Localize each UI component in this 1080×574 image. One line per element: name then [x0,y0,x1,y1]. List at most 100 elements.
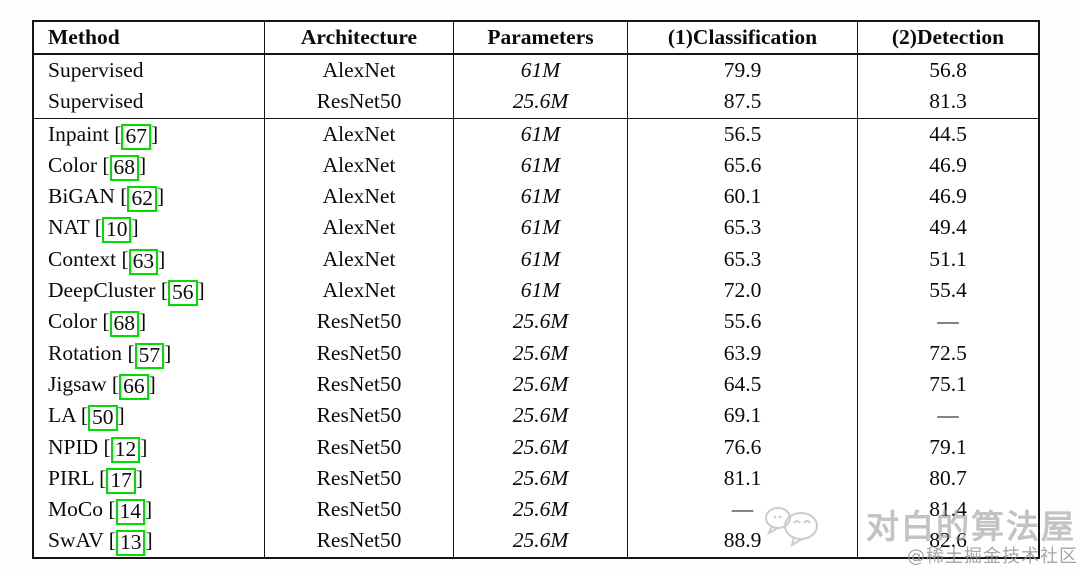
detection-cell: 75.1 [929,371,967,396]
parameters-cell: 25.6M [454,306,628,338]
table-row: SwAV [13] ResNet50 25.6M 88.9 82.6 [34,525,1038,557]
citation-bracket-close: ] [139,152,147,177]
table-row: Color [68] ResNet50 25.6M 55.6— [34,306,1038,338]
parameters-value: 25.6 [512,434,551,459]
parameters-cell: 61M [454,181,628,213]
citation-bracket-open: [ [108,497,116,522]
citation-link[interactable]: 17 [106,467,136,494]
detection-cell: 56.8 [929,58,967,82]
architecture-cell: ResNet50 [265,86,454,118]
parameters-unit: M [550,465,569,490]
method-cell: NAT [10] [34,212,265,244]
method-cell: Jigsaw [66] [34,368,265,401]
parameters-cell: 25.6M [454,525,628,557]
citation-link[interactable]: 10 [101,217,132,244]
citation-bracket-open: [ [127,340,135,365]
architecture-cell: ResNet50 [265,431,454,463]
citation-bracket-open: [ [103,434,111,459]
citation-link[interactable]: 62 [127,186,157,213]
detection-cell: 46.9 [929,184,967,209]
parameters-unit: M [542,215,561,240]
architecture-cell: ResNet50 [265,462,454,495]
method-cell: Supervised [34,55,265,87]
citation-bracket-open: [ [111,371,120,396]
citation-bracket-close: ] [145,528,153,553]
table-row: NPID [12] ResNet50 25.6M 76.6 79.1 [34,431,1038,463]
citation-bracket-open: [ [160,278,169,303]
column-header-method: Method [34,22,265,53]
citation-bracket-close: ] [164,340,172,365]
parameters-cell: 61M [454,275,628,307]
parameters-unit: M [550,497,569,522]
classification-cell: 65.6 [628,149,858,182]
citation-bracket-close: ] [156,184,165,209]
parameters-cell: 25.6M [454,431,628,463]
citation-bracket-open: [ [121,246,129,271]
column-header-detection: (2)Detection [891,25,1005,49]
results-table: Method Architecture Parameters (1)Classi… [32,20,1040,559]
parameters-value: 25.6 [512,89,551,114]
results-table-body: Supervised AlexNet 61M 79.9 56.8 Supervised Re… [34,55,1038,557]
parameters-unit: M [550,403,569,428]
architecture-cell: ResNet50 [265,400,454,432]
citation-bracket-open: [ [114,121,122,146]
citation-link[interactable]: 57 [134,342,165,369]
detection-cell: 79.1 [929,434,967,459]
column-header-architecture: Architecture [265,22,454,53]
architecture-cell: AlexNet [265,118,454,150]
method-cell: LA [50] [34,400,265,432]
parameters-value: 25.6 [512,371,551,396]
method-cell: BiGAN [62] [34,181,265,213]
parameters-unit: M [542,278,561,303]
parameters-unit: M [542,58,561,82]
classification-cell: 63.9 [628,337,858,369]
architecture-cell: AlexNet [265,275,454,307]
citation-bracket-close: ] [150,121,159,146]
parameters-cell: 61M [454,243,628,276]
parameters-value: 61 [520,278,543,303]
parameters-unit: M [550,309,569,334]
detection-cell: 81.3 [929,89,967,114]
parameters-cell: 61M [454,55,628,87]
parameters-value: 25.6 [512,465,551,490]
method-cell: Rotation [57] [34,337,265,369]
citation-bracket-open: [ [120,184,128,209]
citation-link[interactable]: 50 [88,405,118,432]
citation-link[interactable]: 68 [109,154,140,181]
method-cell: Inpaint [67] [34,118,265,150]
parameters-cell: 25.6M [454,462,628,495]
classification-cell: 55.6 [628,306,858,338]
detection-cell: 80.7 [929,465,967,490]
citation-link[interactable]: 67 [121,123,151,150]
citation-bracket-open: [ [102,309,110,334]
citation-bracket-close: ] [197,278,205,303]
citation-link[interactable]: 66 [119,373,149,400]
citation-bracket-open: [ [80,403,89,428]
detection-cell: 44.5 [929,121,967,146]
citation-link[interactable]: 63 [128,248,159,275]
method-cell: Supervised [34,86,265,118]
table-header-row: Method Architecture Parameters (1)Classi… [34,22,1038,55]
parameters-unit: M [550,371,569,396]
citation-link[interactable]: 68 [109,311,140,338]
architecture-cell: ResNet50 [265,525,454,557]
citation-link[interactable]: 56 [168,280,198,307]
citation-link[interactable]: 13 [115,530,146,557]
table-row: Supervised ResNet50 25.6M 87.5 81.3 [34,86,1038,119]
parameters-cell: 25.6M [454,337,628,369]
citation-link[interactable]: 14 [115,499,146,526]
parameters-value: 61 [520,152,543,177]
parameters-value: 25.6 [512,403,551,428]
classification-cell: 88.9 [628,525,858,557]
citation-bracket-open: [ [99,465,107,490]
parameters-unit: M [550,340,569,365]
detection-cell: — [937,309,959,334]
parameters-unit: M [550,89,569,114]
architecture-cell: AlexNet [265,55,454,87]
parameters-unit: M [550,528,569,553]
citation-link[interactable]: 12 [110,436,141,463]
table-row: NAT [10] AlexNet 61M 65.3 49.4 [34,212,1038,244]
parameters-unit: M [542,121,561,146]
method-cell: Context [63] [34,243,265,276]
